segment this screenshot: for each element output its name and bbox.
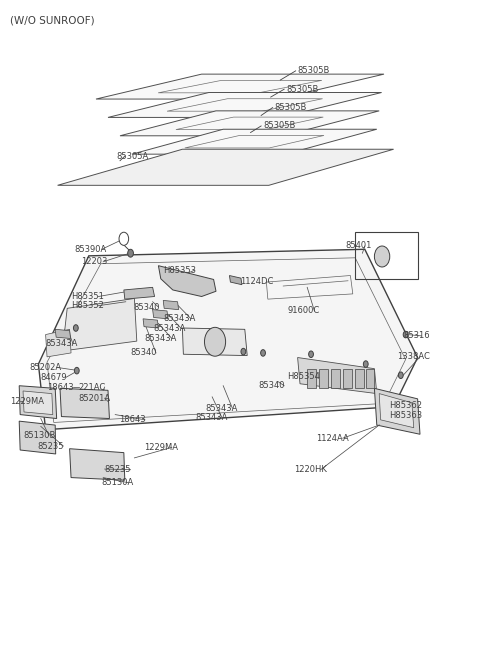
Polygon shape <box>163 300 179 310</box>
Polygon shape <box>153 310 168 319</box>
Text: H85363: H85363 <box>389 411 422 420</box>
Polygon shape <box>124 287 155 299</box>
Text: 85305A: 85305A <box>116 152 148 161</box>
Bar <box>307 369 316 388</box>
Polygon shape <box>120 111 379 136</box>
Bar <box>331 369 340 388</box>
Text: 85390A: 85390A <box>74 245 107 254</box>
Text: 1124AA: 1124AA <box>316 434 348 443</box>
Polygon shape <box>46 329 71 357</box>
Text: 85340: 85340 <box>133 302 160 312</box>
Polygon shape <box>132 129 377 154</box>
Polygon shape <box>143 319 158 328</box>
Circle shape <box>73 325 78 331</box>
Text: 85235: 85235 <box>105 465 131 474</box>
Circle shape <box>374 246 390 267</box>
Text: 85343A: 85343A <box>46 339 78 348</box>
Text: 84679: 84679 <box>41 373 67 382</box>
Text: H85354: H85354 <box>287 372 320 381</box>
Polygon shape <box>70 449 125 480</box>
Text: 1220HK: 1220HK <box>294 465 326 474</box>
Text: 1124DC: 1124DC <box>240 277 274 286</box>
Polygon shape <box>229 276 242 285</box>
Polygon shape <box>19 421 56 454</box>
Polygon shape <box>23 391 53 415</box>
Text: 85340: 85340 <box>131 348 157 358</box>
Text: (W/O SUNROOF): (W/O SUNROOF) <box>10 16 94 26</box>
Text: 18643: 18643 <box>119 415 145 424</box>
Circle shape <box>398 372 403 379</box>
Text: H85362: H85362 <box>389 401 422 410</box>
Text: 85305B: 85305B <box>263 121 295 131</box>
Text: 85343A: 85343A <box>205 403 238 413</box>
Circle shape <box>74 367 79 374</box>
Text: H85352: H85352 <box>71 301 104 310</box>
Bar <box>343 369 352 388</box>
Circle shape <box>128 249 133 257</box>
Text: 1229MA: 1229MA <box>144 443 178 452</box>
Circle shape <box>241 348 246 355</box>
Bar <box>355 232 418 279</box>
Text: 85305B: 85305B <box>286 85 318 94</box>
Polygon shape <box>60 388 109 419</box>
Polygon shape <box>379 394 414 428</box>
Bar <box>366 369 374 388</box>
Polygon shape <box>58 150 394 185</box>
Polygon shape <box>158 266 216 297</box>
Text: 221AC: 221AC <box>79 382 106 392</box>
Circle shape <box>363 361 368 367</box>
Text: 1338AC: 1338AC <box>397 352 430 361</box>
Circle shape <box>261 350 265 356</box>
Text: 85401: 85401 <box>346 241 372 251</box>
Polygon shape <box>19 386 57 419</box>
Circle shape <box>119 232 129 245</box>
Text: 85343A: 85343A <box>154 324 186 333</box>
Text: 85316: 85316 <box>403 331 430 340</box>
Text: 85340: 85340 <box>258 381 285 390</box>
Text: 85202A: 85202A <box>30 363 62 372</box>
Text: H85353: H85353 <box>163 266 196 275</box>
Text: 85235: 85235 <box>37 441 64 451</box>
Polygon shape <box>374 388 420 434</box>
Text: 85305B: 85305B <box>275 103 307 112</box>
Text: 85343A: 85343A <box>144 334 176 343</box>
Bar <box>319 369 328 388</box>
Text: 85343A: 85343A <box>195 413 227 422</box>
Polygon shape <box>38 249 418 430</box>
Polygon shape <box>182 328 247 356</box>
Circle shape <box>403 331 408 338</box>
Text: 91600C: 91600C <box>288 306 320 316</box>
Text: 85305B: 85305B <box>298 66 330 75</box>
Text: 85343A: 85343A <box>163 314 195 323</box>
Text: 85201A: 85201A <box>79 394 111 403</box>
Text: H85351: H85351 <box>71 292 104 301</box>
Circle shape <box>309 351 313 358</box>
Polygon shape <box>298 358 377 394</box>
Text: 12203: 12203 <box>81 257 107 266</box>
Text: 85130B: 85130B <box>23 431 55 440</box>
Polygon shape <box>108 92 382 117</box>
Polygon shape <box>55 329 71 338</box>
Circle shape <box>204 327 226 356</box>
Polygon shape <box>96 74 384 99</box>
Text: 1229MA: 1229MA <box>11 397 45 406</box>
Text: 18643: 18643 <box>47 382 73 392</box>
Bar <box>355 369 364 388</box>
Polygon shape <box>62 298 137 351</box>
Text: 85130A: 85130A <box>102 478 134 487</box>
